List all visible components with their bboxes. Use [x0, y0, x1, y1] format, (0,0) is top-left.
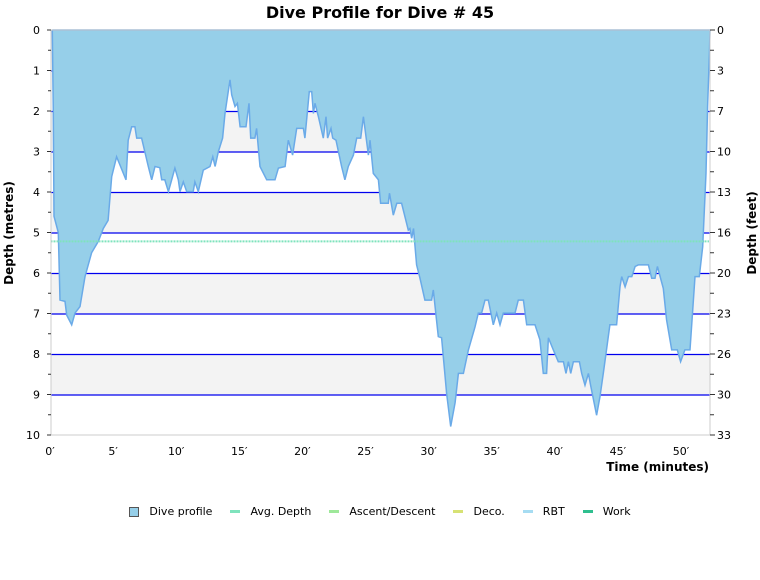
x-tick-label: 5′	[108, 445, 118, 458]
legend-item[interactable]: Work	[582, 505, 631, 518]
legend-item[interactable]: Dive profile	[129, 505, 212, 518]
x-axis-label: Time (minutes)	[606, 460, 709, 474]
y-tick-label: 9	[33, 389, 40, 402]
legend-label: RBT	[542, 505, 565, 518]
x-tick-label: 20′	[294, 445, 311, 458]
y-tick-label: 8	[33, 348, 40, 361]
legend-line-icon	[582, 510, 593, 513]
legend: Dive profile Avg. Depth Ascent/Descent Deco…	[0, 505, 760, 518]
depth-band	[51, 394, 710, 435]
legend-label: Dive profile	[149, 505, 213, 518]
x-tick-label: 35′	[483, 445, 500, 458]
y-tick-label: 1	[33, 65, 40, 78]
legend-line-icon	[522, 510, 533, 513]
legend-label: Deco.	[473, 505, 505, 518]
legend-line-icon	[230, 510, 241, 513]
legend-label: Avg. Depth	[250, 505, 312, 518]
y-tick-label: 0	[33, 24, 40, 37]
y-tick-label: 3	[33, 146, 40, 159]
x-tick-label: 45′	[610, 445, 627, 458]
legend-box-icon	[129, 506, 140, 517]
y-right-tick-label: 23	[717, 308, 731, 321]
x-tick-label: 25′	[357, 445, 374, 458]
x-tick-label: 10′	[168, 445, 185, 458]
x-tick-label: 15′	[231, 445, 248, 458]
y-tick-label: 7	[33, 308, 40, 321]
y-right-tick-label: 33	[717, 429, 731, 442]
y-right-tick-label: 0	[717, 24, 724, 37]
legend-item[interactable]: RBT	[522, 505, 565, 518]
legend-item[interactable]: Avg. Depth	[230, 505, 311, 518]
y-right-tick-label: 13	[717, 186, 731, 199]
y-tick-label: 5	[33, 227, 40, 240]
legend-line-icon	[329, 510, 340, 513]
y-tick-label: 2	[33, 105, 40, 118]
y-right-tick-label: 3	[717, 65, 724, 78]
legend-item[interactable]: Deco.	[453, 505, 505, 518]
y-tick-label: 4	[33, 186, 40, 199]
x-tick-label: 30′	[420, 445, 437, 458]
x-tick-label: 0′	[45, 445, 55, 458]
legend-label: Work	[602, 505, 631, 518]
dive-profile-area	[51, 29, 711, 427]
legend-line-icon	[453, 510, 464, 513]
y-axis-right-label: Depth (feet)	[745, 191, 759, 274]
legend-item[interactable]: Ascent/Descent	[329, 505, 435, 518]
legend-label: Ascent/Descent	[349, 505, 436, 518]
y-right-tick-label: 26	[717, 348, 731, 361]
y-right-tick-label: 10	[717, 146, 731, 159]
depth-band	[51, 354, 710, 395]
x-tick-label: 50′	[673, 445, 690, 458]
x-tick-label: 40′	[547, 445, 564, 458]
chart-title: Dive Profile for Dive # 45	[266, 3, 494, 22]
y-tick-label: 6	[33, 267, 40, 280]
y-axis-label: Depth (metres)	[2, 181, 16, 285]
y-right-tick-label: 7	[717, 105, 724, 118]
y-tick-label: 10	[26, 429, 40, 442]
y-right-tick-label: 20	[717, 267, 731, 280]
y-right-tick-label: 30	[717, 389, 731, 402]
y-right-tick-label: 16	[717, 227, 731, 240]
